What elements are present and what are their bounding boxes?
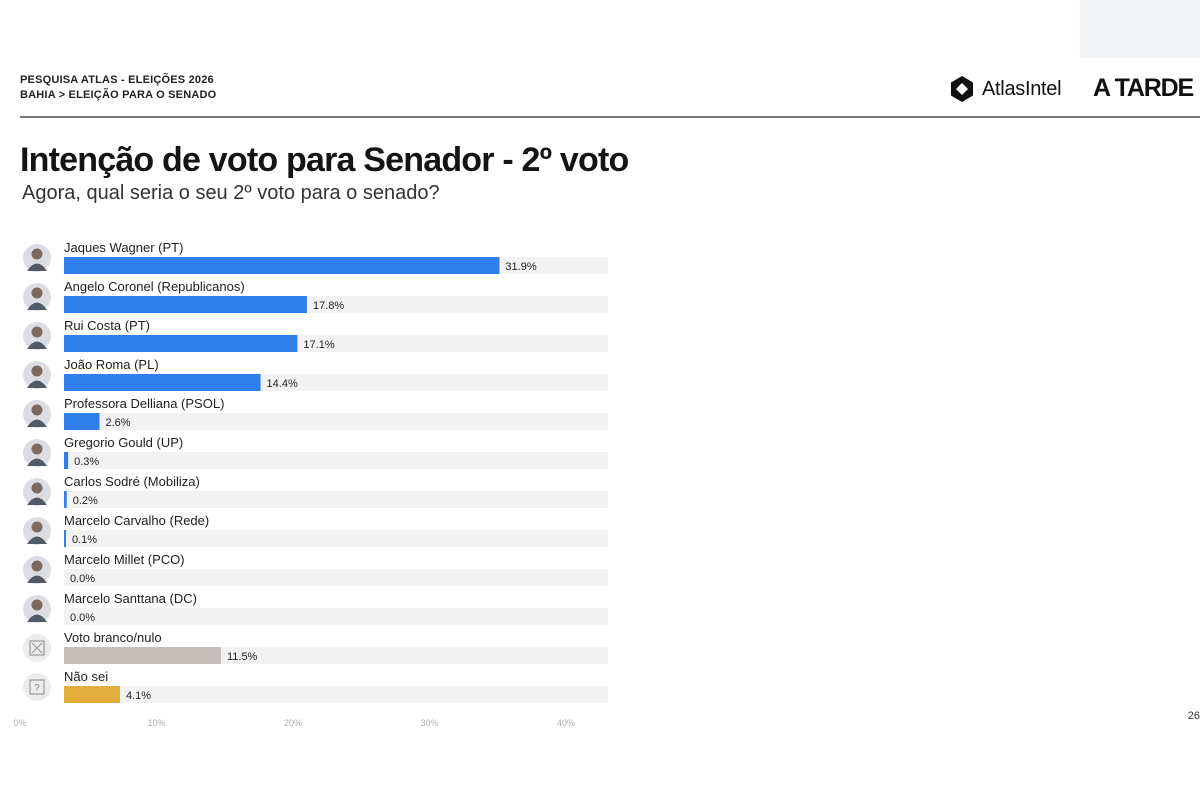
bar-track [64, 452, 608, 469]
value-label: 2.6% [105, 417, 130, 429]
atlasintel-logo: AtlasIntel [948, 75, 1062, 103]
bar [64, 452, 69, 469]
avatar-icon [23, 595, 51, 623]
bar-track [64, 530, 608, 547]
bar [64, 413, 100, 430]
bar-track [64, 686, 608, 703]
category-label: Jaques Wagner (PT) [64, 240, 183, 255]
avatar-icon [23, 283, 51, 311]
avatar-icon [23, 478, 51, 506]
bar-row: Marcelo Millet (PCO) 0.0% [23, 552, 608, 586]
category-label: Marcelo Santtana (DC) [64, 591, 197, 606]
bar-row: Gregorio Gould (UP) 0.3% [23, 435, 608, 469]
x-tick-label: 20% [284, 718, 302, 728]
avatar-icon [23, 517, 51, 545]
survey-label: PESQUISA ATLAS - ELEIÇÕES 2026 [20, 74, 214, 86]
x-tick-label: 30% [420, 718, 438, 728]
category-label: Carlos Sodré (Mobiliza) [64, 474, 200, 489]
category-label: Voto branco/nulo [64, 630, 162, 645]
value-label: 4.1% [126, 690, 151, 702]
value-label: 0.0% [70, 573, 95, 585]
bar [64, 335, 298, 352]
bar [64, 647, 221, 664]
value-label: 0.0% [70, 612, 95, 624]
bar-track [64, 569, 608, 586]
x-tick-label: 40% [557, 718, 575, 728]
value-label: 0.3% [74, 456, 99, 468]
header: PESQUISA ATLAS - ELEIÇÕES 2026 BAHIA > E… [20, 73, 1195, 117]
bar-track [64, 608, 608, 625]
bar [64, 530, 66, 547]
bar-row: Angelo Coronel (Republicanos) 17.8% [23, 279, 608, 313]
x-axis: 0% 10% 20% 30% 40% [13, 718, 575, 728]
bar-row: Voto branco/nulo 11.5% [23, 630, 608, 664]
bar-row: ? Não sei 4.1% [23, 669, 608, 703]
category-label: Angelo Coronel (Republicanos) [64, 279, 245, 294]
corner-shade [1080, 0, 1200, 58]
category-label: Marcelo Carvalho (Rede) [64, 513, 209, 528]
category-label: Professora Delliana (PSOL) [64, 396, 224, 411]
value-label: 14.4% [267, 378, 298, 390]
bar [64, 257, 500, 274]
avatar-icon [23, 400, 51, 428]
avatar-icon [23, 439, 51, 467]
bar-row: Rui Costa (PT) 17.1% [23, 318, 608, 352]
bar-row: Jaques Wagner (PT) 31.9% [23, 240, 608, 274]
bar-track [64, 491, 608, 508]
value-label: 0.2% [73, 495, 98, 507]
bar-row: Marcelo Santtana (DC) 0.0% [23, 591, 608, 625]
category-label: Gregorio Gould (UP) [64, 435, 183, 450]
atarde-logo: A TARDE [1093, 74, 1194, 102]
bar-row: João Roma (PL) 14.4% [23, 357, 608, 391]
question-mark-glyph: ? [34, 683, 40, 694]
bar-row: Professora Delliana (PSOL) 2.6% [23, 396, 608, 430]
bar-row: Carlos Sodré (Mobiliza) 0.2% [23, 474, 608, 508]
x-tick-label: 10% [147, 718, 165, 728]
atlasintel-logo-text: AtlasIntel [982, 77, 1062, 100]
value-label: 11.5% [227, 651, 258, 663]
bar [64, 686, 120, 703]
category-label: João Roma (PL) [64, 357, 159, 372]
category-label: Rui Costa (PT) [64, 318, 150, 333]
x-tick-label: 0% [13, 718, 26, 728]
header-divider [20, 116, 1200, 118]
bar-row: Marcelo Carvalho (Rede) 0.1% [23, 513, 608, 547]
avatar-icon [23, 322, 51, 350]
chart-subtitle: Agora, qual seria o seu 2º voto para o s… [22, 182, 440, 204]
value-label: 17.1% [303, 339, 334, 351]
breadcrumb: BAHIA > ELEIÇÃO PARA O SENADO [20, 89, 217, 101]
category-label: Não sei [64, 669, 108, 684]
avatar-icon [23, 556, 51, 584]
question-box-icon: ? [23, 673, 51, 701]
category-label: Marcelo Millet (PCO) [64, 552, 185, 567]
x-box-icon [23, 634, 51, 662]
atlasintel-mark-icon [951, 76, 973, 102]
value-label: 17.8% [313, 300, 344, 312]
bar [64, 374, 261, 391]
avatar-icon [23, 361, 51, 389]
page-number: 26 [1187, 710, 1200, 722]
value-label: 0.1% [72, 534, 97, 546]
value-label: 31.9% [505, 261, 536, 273]
bar [64, 491, 67, 508]
chart-title: Intenção de voto para Senador - 2º voto [20, 141, 629, 179]
bar-track [64, 413, 608, 430]
avatar-icon [23, 244, 51, 272]
bar [64, 296, 307, 313]
